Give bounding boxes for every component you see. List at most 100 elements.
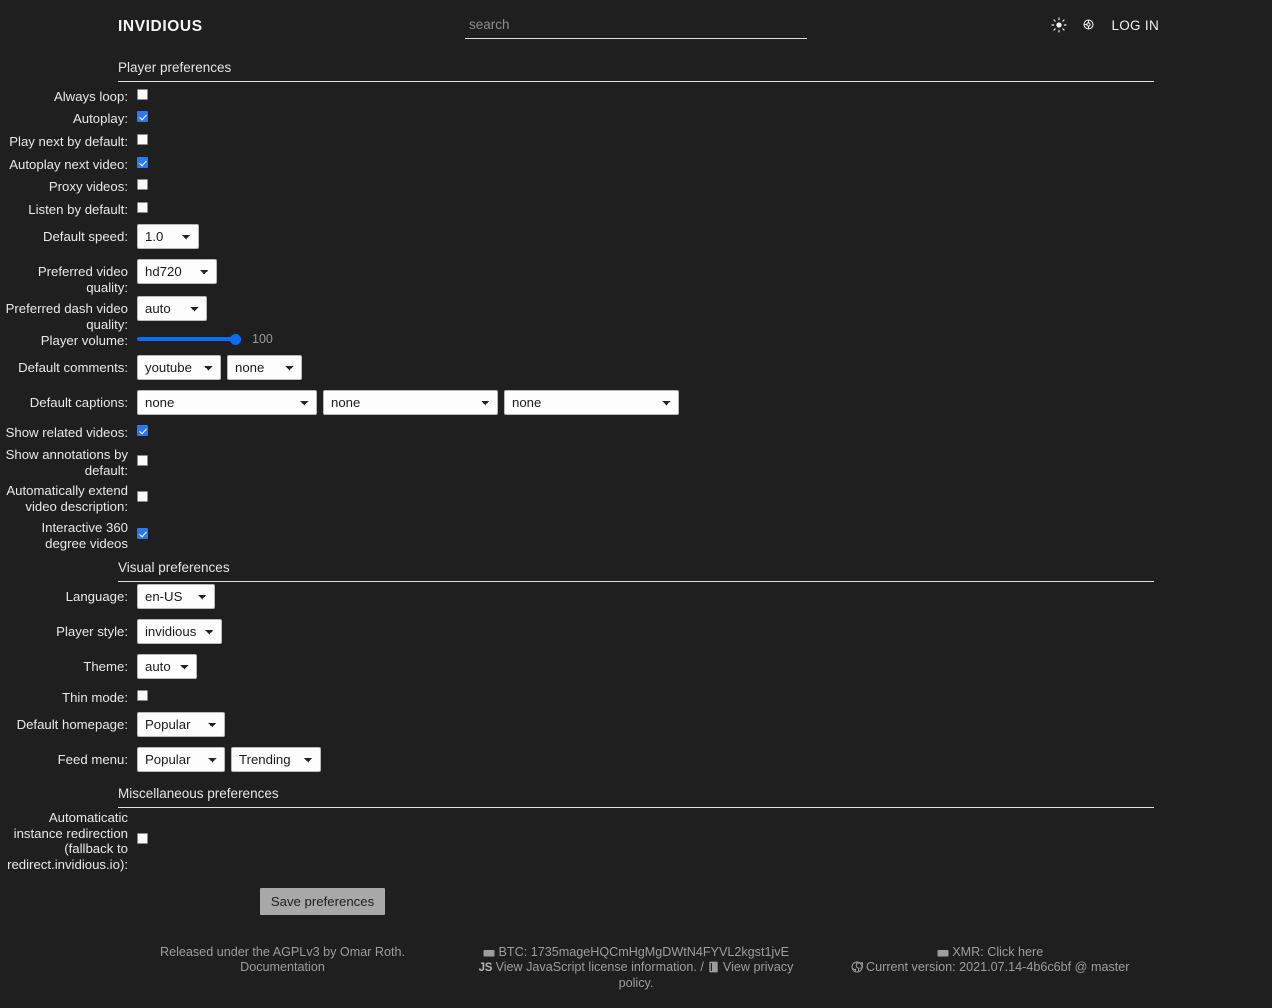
row-listen-default: Listen by default: bbox=[0, 202, 148, 220]
row-preferred-dash: Preferred dash video quality: auto bbox=[0, 296, 207, 332]
navbar: INVIDIOUS bbox=[0, 0, 1272, 54]
row-show-annotations: Show annotations by default: bbox=[0, 447, 148, 478]
label-default-homepage: Default homepage: bbox=[16, 717, 128, 732]
select-default-captions-2[interactable]: none bbox=[323, 390, 498, 415]
select-default-comments-1[interactable]: youtube bbox=[137, 355, 221, 380]
row-interactive-360: Interactive 360 degree videos bbox=[0, 520, 148, 551]
row-show-related: Show related videos: bbox=[0, 425, 148, 443]
label-show-related: Show related videos: bbox=[5, 425, 128, 440]
checkbox-thin-mode[interactable] bbox=[137, 690, 148, 701]
label-preferred-dash: Preferred dash video quality: bbox=[5, 301, 128, 332]
label-play-next: Play next by default: bbox=[9, 134, 128, 149]
select-language[interactable]: en-US bbox=[137, 584, 215, 609]
row-theme: Theme: auto bbox=[0, 654, 197, 679]
save-preferences-button[interactable]: Save preferences bbox=[260, 888, 385, 915]
login-link[interactable]: LOG IN bbox=[1111, 17, 1159, 33]
js-badge-icon: JS bbox=[478, 962, 493, 975]
checkbox-play-next[interactable] bbox=[137, 134, 148, 145]
legend-visual-preferences: Visual preferences bbox=[118, 560, 1154, 582]
label-extend-description: Automatically extend video description: bbox=[6, 483, 128, 514]
footer-middle: BTC: 1735mageHQCmHgMgDWtN4FYVL2kgst1jvE … bbox=[460, 945, 812, 992]
label-show-annotations: Show annotations by default: bbox=[5, 447, 128, 478]
row-play-next: Play next by default: bbox=[0, 134, 148, 152]
legend-player-preferences: Player preferences bbox=[118, 60, 1154, 82]
github-icon bbox=[851, 961, 863, 973]
label-feed-menu: Feed menu: bbox=[57, 752, 128, 767]
row-default-speed: Default speed: 1.0 bbox=[0, 224, 199, 249]
label-language: Language: bbox=[65, 589, 128, 604]
label-autoplay-next: Autoplay next video: bbox=[9, 157, 128, 172]
label-player-style: Player style: bbox=[56, 624, 128, 639]
label-proxy-videos: Proxy videos: bbox=[48, 179, 128, 194]
label-default-comments: Default comments: bbox=[18, 360, 128, 375]
label-default-speed: Default speed: bbox=[42, 229, 128, 244]
checkbox-show-related[interactable] bbox=[137, 425, 148, 436]
slider-thumb[interactable] bbox=[230, 333, 241, 345]
row-always-loop: Always loop: bbox=[0, 89, 148, 107]
row-thin-mode: Thin mode: bbox=[0, 690, 148, 708]
label-always-loop: Always loop: bbox=[53, 89, 128, 104]
select-feed-menu-2[interactable]: Trending bbox=[231, 747, 321, 772]
search-input[interactable] bbox=[465, 13, 807, 38]
money-bill-icon bbox=[483, 947, 495, 959]
footer-left: Released under the AGPLv3 by Omar Roth. … bbox=[131, 945, 434, 975]
select-feed-menu-1[interactable]: Popular bbox=[137, 747, 225, 772]
row-autoplay-next: Autoplay next video: bbox=[0, 157, 148, 175]
select-default-speed[interactable]: 1.0 bbox=[137, 224, 199, 249]
player-volume-value: 100 bbox=[252, 332, 273, 346]
checkbox-always-loop[interactable] bbox=[137, 89, 148, 100]
checkbox-auto-redirect[interactable] bbox=[137, 833, 148, 844]
legend-misc-preferences: Miscellaneous preferences bbox=[118, 786, 1154, 808]
label-preferred-quality: Preferred video quality: bbox=[37, 264, 128, 295]
search-bar bbox=[465, 13, 807, 39]
label-thin-mode: Thin mode: bbox=[62, 690, 128, 705]
footer-xmr-link[interactable]: XMR: Click here bbox=[952, 945, 1044, 959]
row-player-volume: Player volume: 100 bbox=[0, 332, 273, 349]
select-default-comments-2[interactable]: none bbox=[227, 355, 302, 380]
checkbox-show-annotations[interactable] bbox=[137, 455, 148, 466]
row-autoplay: Autoplay: bbox=[0, 111, 148, 129]
footer-documentation-link[interactable]: Documentation bbox=[240, 960, 325, 975]
sun-icon[interactable] bbox=[1051, 17, 1068, 33]
label-player-volume: Player volume: bbox=[40, 333, 128, 348]
select-default-homepage[interactable]: Popular bbox=[137, 712, 225, 737]
checkbox-interactive-360[interactable] bbox=[137, 528, 148, 539]
row-feed-menu: Feed menu: Popular Trending bbox=[0, 747, 321, 772]
brand-logo[interactable]: INVIDIOUS bbox=[118, 18, 203, 35]
checkbox-autoplay-next[interactable] bbox=[137, 157, 148, 168]
row-default-captions: Default captions: none none none bbox=[0, 390, 679, 415]
checkbox-autoplay[interactable] bbox=[137, 111, 148, 122]
row-default-comments: Default comments: youtube none bbox=[0, 355, 302, 380]
checkbox-extend-description[interactable] bbox=[137, 491, 148, 502]
label-auto-redirect: Automaticatic instance redirection (fall… bbox=[7, 810, 128, 872]
checkbox-proxy-videos[interactable] bbox=[137, 179, 148, 190]
select-preferred-dash[interactable]: auto bbox=[137, 296, 207, 321]
select-default-captions-3[interactable]: none bbox=[504, 390, 679, 415]
footer-separator: / bbox=[700, 960, 704, 975]
book-icon bbox=[707, 961, 719, 973]
checkbox-listen-default[interactable] bbox=[137, 202, 148, 213]
footer-right: XMR: Click here Current version: 2021.07… bbox=[838, 945, 1142, 975]
row-proxy-videos: Proxy videos: bbox=[0, 179, 148, 197]
navbar-actions: LOG IN bbox=[1051, 17, 1159, 33]
select-default-captions-1[interactable]: none bbox=[137, 390, 317, 415]
footer-license-text: Released under the AGPLv3 by Omar Roth. bbox=[159, 945, 405, 959]
gear-icon[interactable] bbox=[1081, 17, 1097, 33]
select-preferred-quality[interactable]: hd720 bbox=[137, 259, 217, 284]
select-theme[interactable]: auto bbox=[137, 654, 197, 679]
footer-privacy-link[interactable]: View privacy policy. bbox=[618, 960, 794, 991]
row-preferred-quality: Preferred video quality: hd720 bbox=[0, 259, 217, 295]
row-default-homepage: Default homepage: Popular bbox=[0, 712, 225, 737]
slider-player-volume[interactable] bbox=[137, 333, 241, 345]
footer-version-link[interactable]: Current version: 2021.07.14-4b6c6bf @ ma… bbox=[866, 960, 1130, 975]
label-autoplay: Autoplay: bbox=[73, 111, 128, 126]
money-bill-icon-xmr bbox=[937, 947, 949, 959]
label-listen-default: Listen by default: bbox=[28, 202, 128, 217]
row-auto-redirect: Automaticatic instance redirection (fall… bbox=[0, 810, 148, 872]
row-player-style: Player style: invidious bbox=[0, 619, 222, 644]
label-interactive-360: Interactive 360 degree videos bbox=[41, 520, 128, 551]
select-player-style[interactable]: invidious bbox=[137, 619, 222, 644]
footer-btc-link[interactable]: BTC: 1735mageHQCmHgMgDWtN4FYVL2kgst1jvE bbox=[498, 945, 789, 959]
footer-js-license-link[interactable]: View JavaScript license information. bbox=[495, 960, 697, 975]
label-default-captions: Default captions: bbox=[29, 395, 128, 410]
